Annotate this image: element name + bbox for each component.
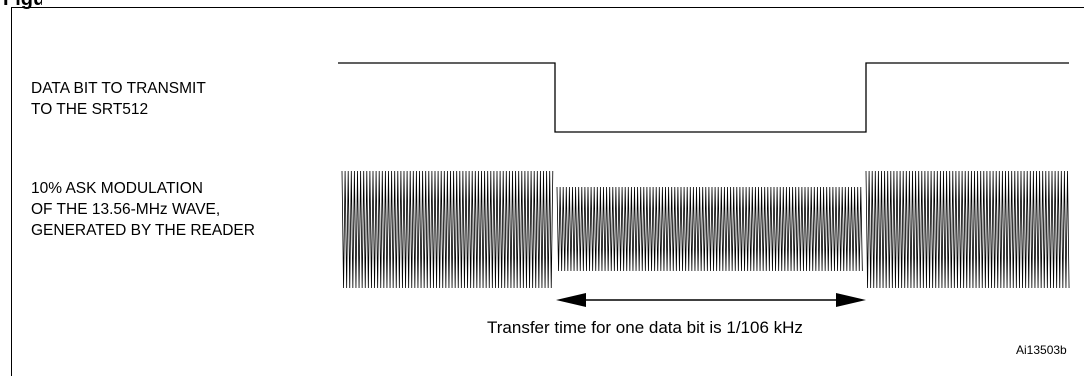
carrier-full-amplitude-2: [865, 170, 1070, 289]
data-bit-label-line-2: TO THE SRT512: [31, 101, 149, 118]
carrier-full-amplitude-1: [341, 170, 554, 289]
transfer-time-arrow: [556, 293, 866, 307]
data-bit-label: DATA BIT TO TRANSMIT TO THE SRT512: [31, 78, 206, 120]
carrier-reduced-amplitude: [556, 186, 863, 272]
carrier-wave: [341, 170, 1070, 289]
transfer-time-caption: Transfer time for one data bit is 1/106 …: [487, 318, 803, 337]
figure-frame: [11, 7, 1084, 376]
figure-id: Ai13503b: [1016, 343, 1067, 357]
data-bit-waveform: [338, 62, 1069, 133]
ask-modulation-label-line-2: OF THE 13.56-MHz WAVE,: [31, 201, 221, 218]
ask-modulation-label-line-3: GENERATED BY THE READER: [31, 222, 255, 239]
data-bit-label-line-1: DATA BIT TO TRANSMIT: [31, 80, 206, 97]
ask-modulation-label: 10% ASK MODULATION OF THE 13.56-MHz WAVE…: [31, 178, 255, 241]
ask-modulation-label-line-1: 10% ASK MODULATION: [31, 180, 203, 197]
arrow-head-left: [556, 293, 586, 307]
figure-title: Figure: [0, 0, 42, 10]
arrow-head-right: [836, 293, 866, 307]
